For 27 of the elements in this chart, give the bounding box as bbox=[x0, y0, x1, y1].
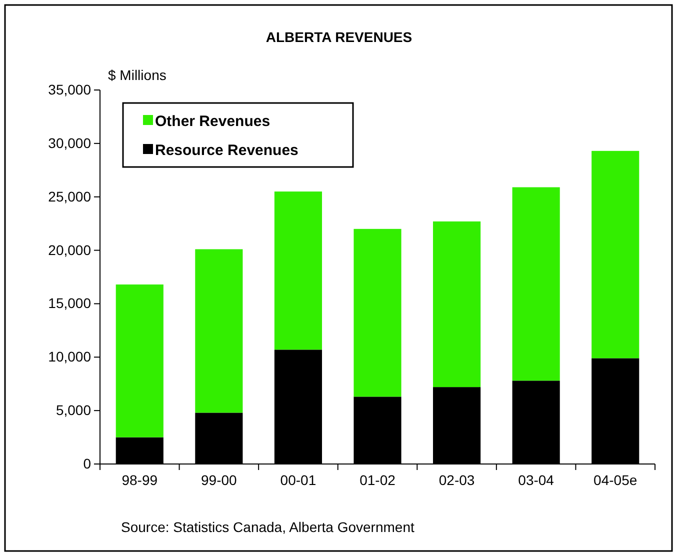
y-tick-label: 20,000 bbox=[48, 242, 92, 258]
y-tick-label: 5,000 bbox=[56, 402, 92, 418]
bar bbox=[116, 284, 164, 438]
x-tick-label: 00-01 bbox=[280, 472, 316, 488]
bar bbox=[195, 249, 243, 413]
bar bbox=[274, 192, 322, 350]
legend-label: Other Revenues bbox=[155, 113, 270, 130]
chart-title: ALBERTA REVENUES bbox=[266, 29, 412, 45]
y-tick-label: 30,000 bbox=[48, 134, 92, 151]
bar bbox=[512, 187, 560, 381]
bar bbox=[433, 221, 481, 388]
y-tick-label: 35,000 bbox=[48, 81, 92, 98]
x-tick-label: 99-00 bbox=[201, 472, 238, 488]
x-tick-label: 02-03 bbox=[438, 472, 475, 488]
y-tick-label: 0 bbox=[83, 455, 92, 472]
legend-label: Resource Revenues bbox=[155, 142, 298, 159]
x-tick-label: 03-04 bbox=[518, 472, 554, 488]
y-tick-label: 15,000 bbox=[48, 295, 92, 312]
x-tick-label: 01-02 bbox=[360, 472, 396, 488]
bar bbox=[354, 228, 402, 397]
x-tick-label: 98-99 bbox=[122, 472, 158, 488]
source-note: Source: Statistics Canada, Alberta Government bbox=[121, 519, 414, 535]
x-tick-label: 04-05e bbox=[594, 472, 638, 488]
y-axis-title: $ Millions bbox=[108, 67, 166, 83]
y-tick-label: 25,000 bbox=[48, 188, 92, 204]
bar bbox=[592, 150, 640, 358]
y-tick-label: 10,000 bbox=[48, 348, 92, 365]
